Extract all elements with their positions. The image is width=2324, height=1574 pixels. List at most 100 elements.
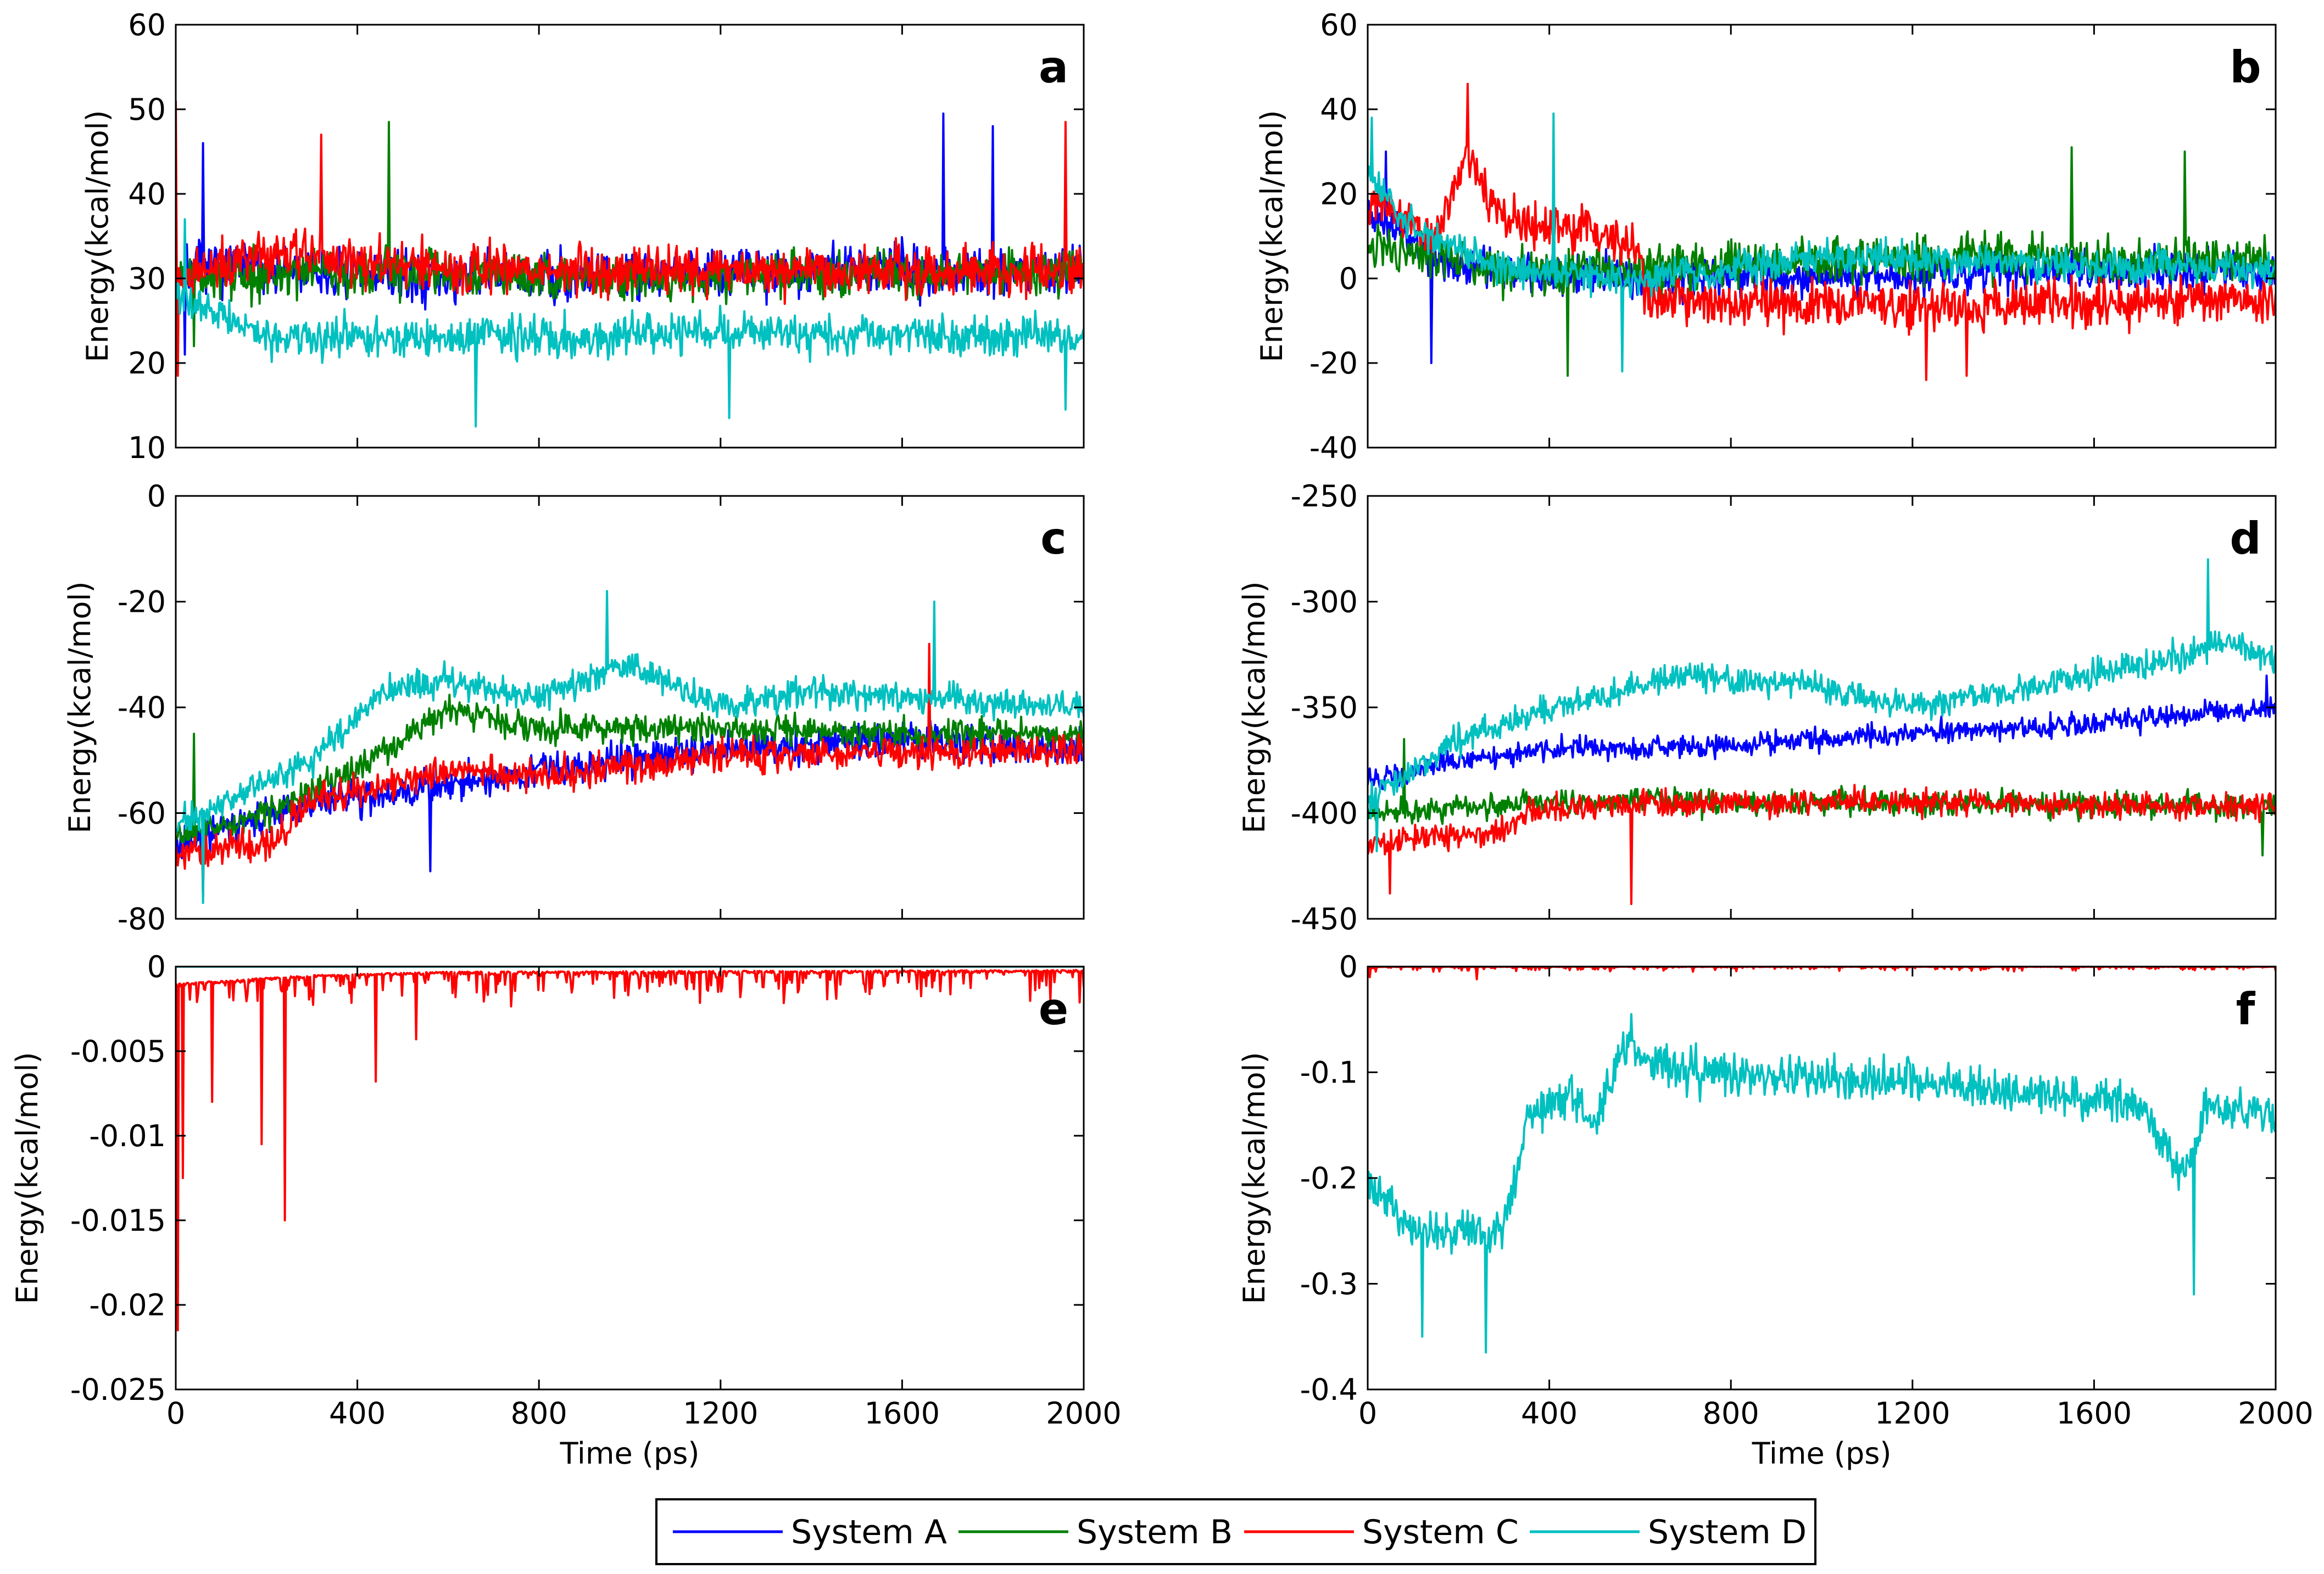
x-tick-label: 1600 bbox=[865, 1396, 940, 1431]
panel-c: 0 -20 -40 -60 -80 Energy(kcal/mol) c bbox=[63, 479, 1085, 936]
x-tick-label: 1600 bbox=[2057, 1396, 2132, 1431]
panel-label: d bbox=[2230, 513, 2261, 564]
y-tick-label: 20 bbox=[128, 346, 166, 381]
y-tick-label: -20 bbox=[118, 585, 166, 619]
x-axis-label: Time (ps) bbox=[1752, 1436, 1892, 1471]
panel-e: 0 400 800 1200 1600 2000 0 -0.005 -0.01 -0.015 -0.… bbox=[10, 950, 1122, 1471]
y-tick-label: 0 bbox=[147, 950, 166, 984]
y-axis-label: Energy(kcal/mol) bbox=[1255, 110, 1289, 362]
x-tick-label: 400 bbox=[329, 1396, 386, 1431]
series-group bbox=[1368, 82, 2276, 381]
y-tick-label: -400 bbox=[1290, 796, 1358, 831]
legend-entry: System A bbox=[673, 1513, 947, 1551]
legend-label: System C bbox=[1362, 1513, 1519, 1551]
y-tick-label: 0 bbox=[1339, 261, 1358, 296]
panel-label: c bbox=[1040, 513, 1066, 564]
x-tick-label: 2000 bbox=[1046, 1396, 1121, 1431]
plot-frame bbox=[175, 965, 1085, 1391]
x-tick-label: 2000 bbox=[2238, 1396, 2313, 1431]
y-axis-label: Energy(kcal/mol) bbox=[80, 110, 115, 362]
y-tick-label: 0 bbox=[147, 479, 166, 513]
legend-label: System A bbox=[791, 1513, 947, 1551]
legend-label: System B bbox=[1077, 1513, 1233, 1551]
series-group bbox=[176, 967, 1084, 1332]
panel-label: e bbox=[1039, 984, 1068, 1035]
series-line-system-c bbox=[1368, 82, 2276, 381]
x-tick-label: 800 bbox=[1703, 1396, 1759, 1431]
y-tick-label: -0.2 bbox=[1300, 1161, 1358, 1196]
y-tick-label: 10 bbox=[128, 431, 166, 465]
y-axis-label: Energy(kcal/mol) bbox=[63, 581, 97, 833]
y-axis-label: Energy(kcal/mol) bbox=[1237, 1052, 1272, 1304]
legend-label: System D bbox=[1648, 1513, 1807, 1551]
y-tick-label: -0.1 bbox=[1300, 1056, 1358, 1090]
series-line-system-d bbox=[1368, 1013, 2276, 1354]
y-tick-label: -0.4 bbox=[1300, 1372, 1358, 1407]
y-tick-label: 60 bbox=[128, 8, 166, 42]
y-tick-label: 40 bbox=[1320, 92, 1358, 127]
series-line-system-a bbox=[1368, 674, 2276, 790]
panel-label: f bbox=[2236, 984, 2256, 1035]
series-line-system-c bbox=[1368, 784, 2276, 905]
y-tick-label: 30 bbox=[128, 261, 166, 296]
series-line-system-d bbox=[176, 590, 1084, 905]
y-axis-label: Energy(kcal/mol) bbox=[1237, 581, 1272, 833]
series-line-system-c bbox=[1368, 967, 2276, 981]
x-tick-label: 1200 bbox=[1875, 1396, 1950, 1431]
series-line-system-d bbox=[1368, 112, 2276, 373]
series-line-system-d bbox=[176, 218, 1084, 428]
y-tick-label: -0.01 bbox=[89, 1119, 166, 1153]
y-tick-label: -0.3 bbox=[1300, 1267, 1358, 1302]
x-axis-label: Time (ps) bbox=[560, 1436, 700, 1471]
series-line-system-d bbox=[1368, 558, 2276, 852]
y-tick-label: -0.015 bbox=[70, 1203, 166, 1238]
y-axis-label: Energy(kcal/mol) bbox=[10, 1052, 44, 1304]
y-tick-label: 50 bbox=[128, 92, 166, 127]
series-line-system-a bbox=[176, 112, 1084, 356]
series-group bbox=[176, 590, 1084, 905]
x-tick-label: 0 bbox=[1358, 1396, 1377, 1431]
panel-b: 60 40 20 0 -20 -40 Energy(kcal/mol) b bbox=[1255, 8, 2277, 465]
series-line-system-c bbox=[176, 643, 1084, 899]
panel-label: b bbox=[2230, 42, 2261, 93]
plot-frame bbox=[1367, 965, 2277, 1391]
y-tick-label: 20 bbox=[1320, 177, 1358, 211]
y-tick-label: -80 bbox=[118, 902, 166, 936]
series-line-system-c bbox=[176, 969, 1084, 1332]
y-tick-label: 0 bbox=[1339, 950, 1358, 984]
x-tick-label: 800 bbox=[511, 1396, 567, 1431]
series-group bbox=[1368, 558, 2276, 905]
x-tick-label: 400 bbox=[1521, 1396, 1578, 1431]
legend: System A System B System C System D bbox=[655, 1498, 1816, 1565]
series-group bbox=[1368, 967, 2276, 1354]
series-line-system-b bbox=[176, 121, 1084, 348]
legend-entry: System D bbox=[1530, 1513, 1807, 1551]
y-tick-label: -20 bbox=[1309, 346, 1358, 381]
plot-frame bbox=[1367, 24, 2277, 449]
y-tick-label: 60 bbox=[1320, 8, 1358, 42]
x-tick-label: 1200 bbox=[683, 1396, 758, 1431]
y-tick-label: 40 bbox=[128, 177, 166, 211]
y-tick-label: -300 bbox=[1290, 585, 1358, 619]
y-tick-label: -40 bbox=[1309, 431, 1358, 465]
panel-f: 0 400 800 1200 1600 2000 0 -0.1 -0.2 -0.3 -0.4 Ener… bbox=[1237, 950, 2314, 1471]
plot-frame bbox=[175, 495, 1085, 920]
panel-d: -250 -300 -350 -400 -450 Energy(kcal/mol) d bbox=[1237, 479, 2277, 936]
panel-a: 60 50 40 30 20 10 Energy(kcal/mol) a bbox=[80, 8, 1085, 465]
plot-frame bbox=[175, 24, 1085, 449]
y-tick-label: -450 bbox=[1290, 902, 1358, 936]
legend-entry: System B bbox=[958, 1513, 1233, 1551]
legend-entry: System C bbox=[1244, 1513, 1519, 1551]
y-tick-label: -0.02 bbox=[89, 1288, 166, 1322]
y-tick-label: -0.025 bbox=[70, 1372, 166, 1407]
series-line-system-c bbox=[176, 101, 1084, 377]
y-tick-label: -350 bbox=[1290, 690, 1358, 725]
x-tick-label: 0 bbox=[166, 1396, 185, 1431]
y-tick-label: -250 bbox=[1290, 479, 1358, 513]
panel-label: a bbox=[1039, 42, 1068, 93]
y-tick-label: -60 bbox=[118, 796, 166, 831]
y-tick-label: -40 bbox=[118, 690, 166, 725]
plot-frame bbox=[1367, 495, 2277, 920]
y-tick-label: -0.005 bbox=[70, 1034, 166, 1069]
